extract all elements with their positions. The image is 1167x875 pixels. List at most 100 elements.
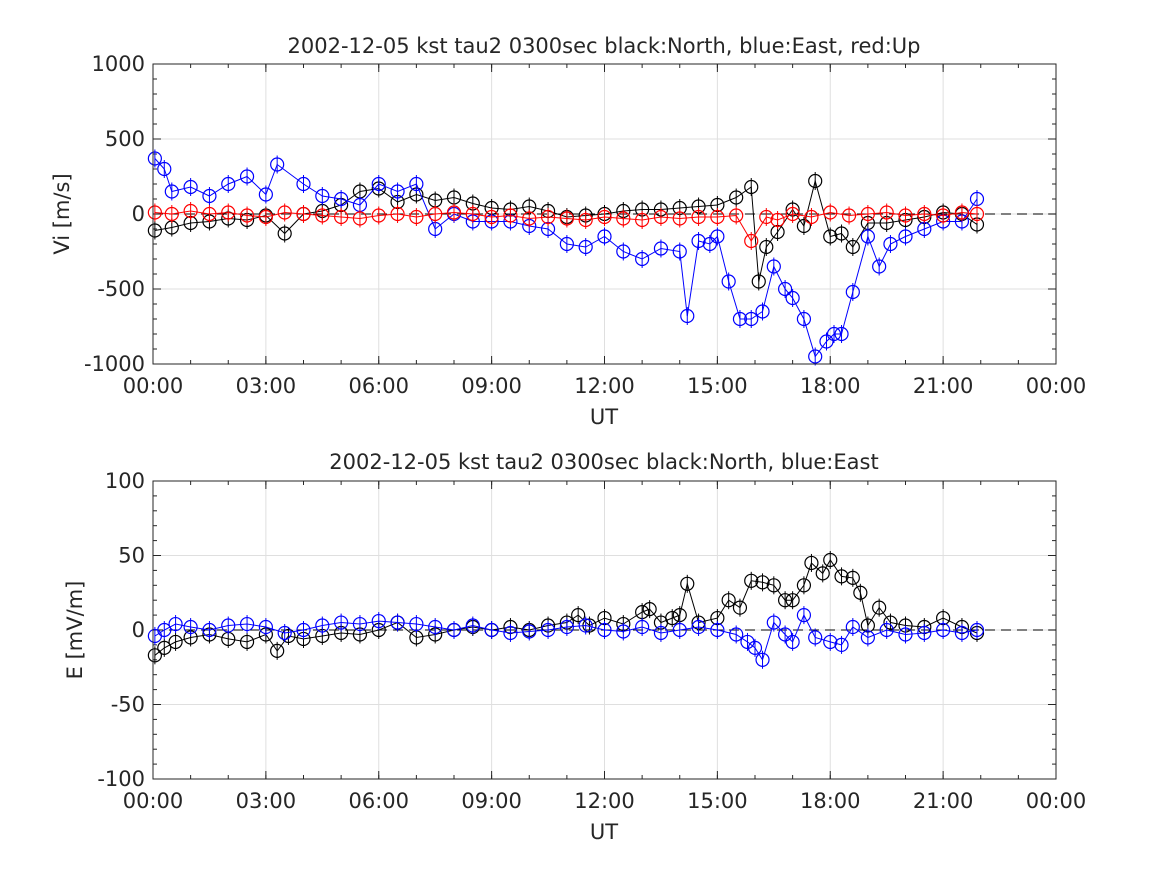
velocity-point-up	[334, 209, 349, 225]
efield-point-east	[428, 619, 443, 635]
efield-y-axis-label: E [mV/m]	[63, 581, 87, 680]
efield-point-east	[258, 619, 273, 635]
velocity-chart-title: 2002-12-05 kst tau2 0300sec black:North,…	[288, 34, 921, 58]
velocity-y-tick-label: -500	[97, 277, 145, 301]
velocity-point-east	[147, 151, 162, 166]
velocity-x-tick-label: 15:00	[687, 374, 748, 398]
velocity-point-up	[352, 211, 368, 226]
velocity-point-east	[860, 229, 875, 244]
efield-x-tick-label: 21:00	[913, 789, 974, 813]
velocity-point-up	[315, 208, 330, 223]
velocity-point-north	[147, 223, 162, 238]
efield-point-north	[147, 648, 162, 663]
velocity-x-tick-label: 00:00	[1026, 374, 1087, 398]
velocity-x-tick-label: 03:00	[236, 374, 297, 398]
velocity-point-up	[559, 211, 574, 226]
efield-point-east	[729, 627, 744, 642]
efield-point-east	[785, 634, 800, 650]
velocity-point-up	[710, 209, 725, 225]
efield-point-east	[936, 622, 951, 638]
velocity-point-up	[744, 233, 759, 249]
efield-point-east	[635, 619, 650, 635]
efield-point-east	[578, 618, 593, 633]
efield-point-east	[334, 615, 349, 630]
velocity-point-east	[710, 229, 725, 244]
velocity-point-east	[270, 157, 285, 172]
velocity-point-north	[808, 173, 823, 189]
velocity-point-east	[819, 334, 834, 349]
efield-point-east	[183, 619, 198, 635]
velocity-point-up	[759, 209, 774, 225]
efield-x-tick-label: 18:00	[800, 789, 861, 813]
velocity-point-east	[755, 304, 770, 319]
efield-point-east	[559, 619, 574, 635]
velocity-point-east	[898, 229, 913, 244]
efield-point-east	[777, 627, 793, 642]
velocity-point-up	[540, 209, 556, 225]
efield-point-east	[796, 607, 812, 623]
efield-point-east	[277, 625, 292, 641]
efield-point-north	[157, 640, 172, 655]
velocity-point-up	[954, 205, 970, 220]
velocity-point-up	[409, 209, 424, 225]
velocity-point-up	[296, 206, 311, 222]
velocity-point-east	[766, 259, 781, 274]
velocity-point-north	[823, 229, 838, 244]
efield-point-east	[898, 627, 913, 642]
efield-y-tick-label: 0	[132, 618, 145, 642]
velocity-point-up	[147, 205, 162, 220]
velocity-panel: 2002-12-05 kst tau2 0300sec black:North,…	[50, 34, 1086, 429]
velocity-point-up	[879, 205, 894, 220]
velocity-point-east	[578, 239, 593, 255]
velocity-point-up	[785, 206, 800, 222]
velocity-point-up	[484, 209, 499, 225]
efield-point-north	[732, 600, 748, 615]
efield-point-east	[371, 613, 386, 629]
efield-point-east	[653, 625, 669, 641]
efield-point-north	[744, 573, 759, 588]
efield-axes-box	[152, 480, 1057, 780]
velocity-point-east	[409, 176, 424, 192]
velocity-y-tick-label: -1000	[84, 352, 145, 376]
velocity-point-up	[653, 209, 669, 225]
velocity-point-east	[721, 274, 736, 289]
efield-point-north	[796, 578, 812, 593]
efield-point-east	[540, 622, 556, 638]
velocity-point-up	[969, 206, 985, 222]
efield-point-east	[755, 652, 770, 667]
velocity-point-up	[672, 211, 687, 226]
velocity-point-east	[796, 311, 812, 327]
velocity-point-east	[183, 179, 198, 195]
efield-x-tick-label: 00:00	[123, 789, 184, 813]
velocity-point-up	[277, 205, 292, 220]
efield-point-north	[766, 578, 781, 593]
velocity-point-east	[164, 184, 179, 199]
velocity-point-east	[258, 187, 273, 202]
efield-point-east	[296, 622, 311, 638]
efield-point-east	[484, 622, 499, 638]
velocity-point-up	[841, 208, 857, 223]
velocity-point-up	[823, 205, 838, 220]
velocity-point-up	[390, 206, 405, 222]
velocity-point-east	[744, 311, 759, 327]
efield-point-east	[157, 622, 172, 638]
efield-point-east	[845, 619, 860, 635]
efield-point-east	[239, 616, 255, 632]
velocity-point-east	[777, 281, 793, 297]
efield-point-east	[465, 618, 480, 633]
efield-point-east	[969, 622, 985, 638]
velocity-point-up	[917, 206, 932, 222]
velocity-point-east	[559, 236, 574, 252]
velocity-point-east	[785, 290, 800, 306]
velocity-point-up	[164, 206, 179, 222]
velocity-point-east	[826, 326, 842, 342]
efield-point-east	[823, 634, 838, 650]
velocity-point-up	[597, 209, 612, 225]
efield-point-east	[672, 622, 687, 638]
velocity-point-up	[522, 211, 537, 226]
efield-x-tick-label: 12:00	[574, 789, 635, 813]
velocity-point-up	[258, 209, 273, 225]
velocity-point-east	[883, 236, 898, 252]
electric-field-panel: 2002-12-05 kst tau2 0300sec black:North,…	[63, 450, 1086, 844]
